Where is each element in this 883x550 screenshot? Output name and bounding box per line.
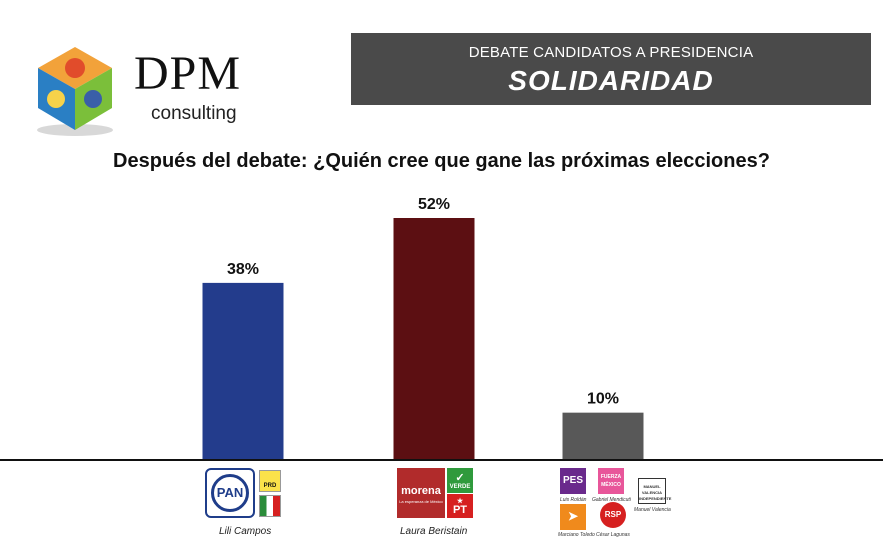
chart-title: Después del debate: ¿Quién cree que gane… <box>113 150 770 172</box>
morena-logo: morena La esperanza de México <box>397 468 445 518</box>
banner-subtitle: DEBATE CANDIDATOS A PRESIDENCIA <box>468 44 754 61</box>
candidate-name-lagunas: César Lagunas <box>596 532 630 538</box>
bar-1 <box>202 282 284 459</box>
morena-logo-text: morena <box>401 485 441 497</box>
pt-logo-text: PT <box>452 504 468 516</box>
bar-2 <box>393 218 475 459</box>
candidate-name-campos: Lili Campos <box>219 526 272 537</box>
candidate-campos: PAN PRD Lili Campos <box>205 468 285 543</box>
pri-logo <box>259 495 281 517</box>
candidate-name-toledo: Marciano Toledo <box>558 532 595 538</box>
candidate-name-valencia: Manuel Valencia <box>634 507 671 513</box>
cube-logo-icon <box>37 47 113 136</box>
brand-name: DPM <box>134 47 242 100</box>
candidates-others: PES Luis Roldán FUERZA MÉXICO Gabriel Me… <box>558 468 678 543</box>
bar-label-3: 10% <box>587 391 619 408</box>
header-banner: DEBATE CANDIDATOS A PRESIDENCIA SOLIDARI… <box>351 33 871 105</box>
candidate-name-mendicuti: Gabriel Mendicuti <box>592 497 631 503</box>
bar-label-2: 52% <box>418 196 450 213</box>
independiente-logo-text: MANUEL VALENCIA <box>641 484 663 495</box>
dpm-logo: DPM consulting <box>30 42 280 142</box>
verde-tick-icon: ✓ <box>455 472 465 484</box>
pt-star-icon: ★ <box>456 498 464 505</box>
bar-3 <box>562 412 644 459</box>
candidate-name-roldan: Luis Roldán <box>560 497 587 503</box>
independiente-logo: MANUEL VALENCIA INDEPENDIENTE <box>638 478 672 504</box>
verde-logo: ✓ VERDE <box>447 468 473 493</box>
independiente-logo-sub: INDEPENDIENTE <box>639 496 672 501</box>
bar-label-1: 38% <box>227 261 259 278</box>
verde-logo-text: VERDE <box>449 484 471 490</box>
brand-subtitle: consulting <box>151 103 237 124</box>
prd-logo: PRD <box>259 470 281 492</box>
movimiento-ciudadano-icon: ➤ <box>560 504 586 530</box>
rsp-logo: RSP <box>600 502 626 528</box>
banner-title: SOLIDARIDAD <box>508 65 714 96</box>
fuerza-mexico-logo: FUERZA MÉXICO <box>598 468 624 494</box>
pt-logo: ★ PT <box>447 494 473 518</box>
candidate-name-beristain: Laura Beristain <box>400 526 468 537</box>
pan-logo: PAN <box>205 468 255 518</box>
morena-tagline: La esperanza de México <box>399 499 443 504</box>
pes-logo: PES <box>560 468 586 494</box>
pan-logo-text: PAN <box>211 474 249 512</box>
candidate-beristain: morena La esperanza de México ✓ VERDE ★ … <box>397 468 477 543</box>
